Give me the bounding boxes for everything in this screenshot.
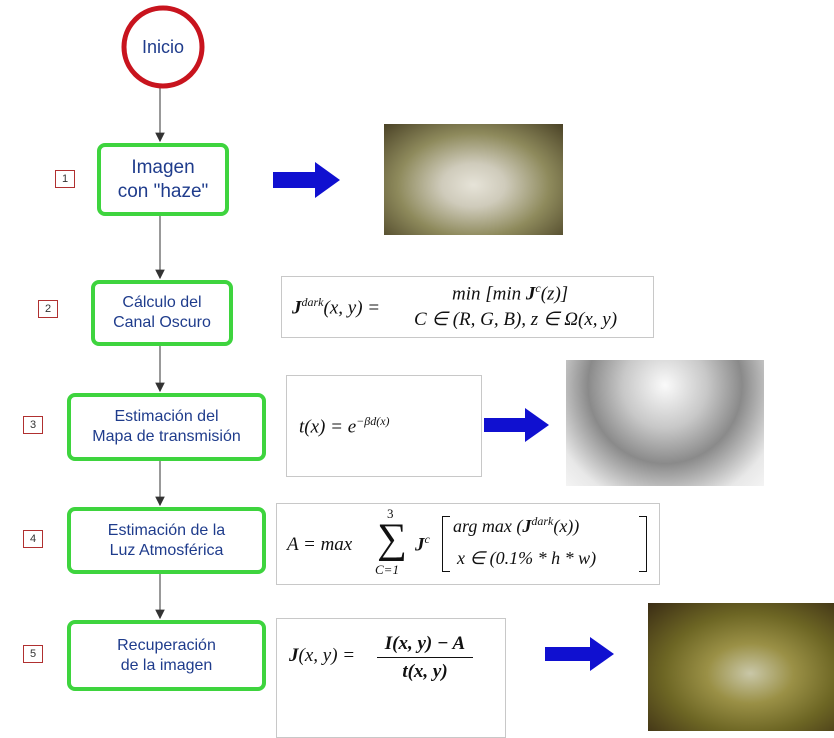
symbol: J — [526, 283, 536, 304]
numerator: I(x, y) − A — [377, 633, 473, 655]
arrow — [484, 408, 549, 442]
step-label: Estimación del — [114, 407, 218, 427]
step-number: 5 — [23, 645, 43, 663]
hazy-image — [384, 124, 563, 235]
step-label: Luz Atmosférica — [110, 541, 224, 561]
formula-box: t(x) = e−βd(x) — [286, 375, 482, 477]
formula-box: J(x, y) = I(x, y) − A t(x, y) — [276, 618, 506, 738]
text: min [min — [452, 283, 526, 304]
formula-box: A = max ∑ 3 C=1 Jc arg max (Jdark(x)) x … — [276, 503, 660, 585]
superscript: dark — [531, 514, 553, 528]
symbol: J — [415, 534, 425, 555]
step-label: Imagen — [131, 156, 194, 180]
arrow — [545, 637, 614, 671]
text: C ∈ (R, G, B), z ∈ Ω(x, y) — [414, 308, 617, 331]
start-label: Inicio — [142, 37, 184, 57]
sum-sign: ∑ — [377, 518, 407, 560]
step-number: 1 — [55, 170, 75, 188]
recovered-image — [648, 603, 834, 731]
transmission-map — [566, 360, 764, 486]
step-label: Cálculo del — [122, 293, 201, 313]
symbol: J — [289, 645, 299, 666]
formula-box: Jdark(x, y) = min [min Jc(z)] C ∈ (R, G,… — [281, 276, 654, 338]
text: t(x) = e — [299, 416, 356, 437]
denominator: t(x, y) — [377, 661, 473, 683]
sum-limit: C=1 — [375, 562, 399, 578]
bracket — [639, 516, 647, 572]
text: (x, y) = — [324, 297, 381, 318]
text: x ∈ (0.1% * h * w) — [457, 548, 596, 569]
text: (z)] — [541, 283, 568, 304]
flowchart: Inicio Imagencon "haze" Cálculo delCanal… — [0, 0, 834, 738]
text: (x)) — [553, 516, 579, 536]
superscript: −βd(x) — [356, 414, 389, 428]
bracket — [442, 516, 450, 572]
step-label: Recuperación — [117, 636, 216, 656]
sum-limit: 3 — [387, 506, 394, 522]
text: (x, y) = — [299, 645, 356, 666]
step-label: Mapa de transmisión — [92, 427, 241, 447]
arrow — [273, 162, 340, 198]
fraction-bar — [377, 657, 473, 658]
step-label: Estimación de la — [108, 521, 225, 541]
step-number: 4 — [23, 530, 43, 548]
step-label: Canal Oscuro — [113, 313, 211, 333]
superscript: c — [425, 532, 430, 546]
symbol: J — [522, 516, 531, 536]
text: arg max ( — [453, 516, 522, 536]
step-number: 3 — [23, 416, 43, 434]
text: A = max — [287, 534, 352, 556]
superscript: dark — [302, 295, 324, 309]
step-number: 2 — [38, 300, 58, 318]
step-label: de la imagen — [121, 656, 213, 676]
step-label: con "haze" — [118, 180, 209, 204]
symbol: J — [292, 297, 302, 318]
